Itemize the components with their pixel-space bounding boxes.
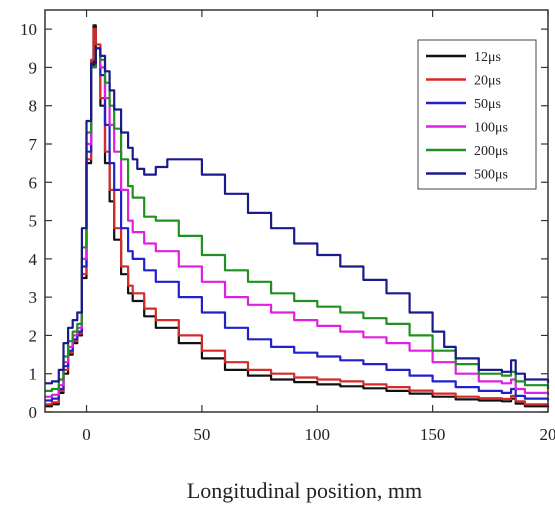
legend-label-3: 100μs <box>474 121 508 136</box>
x-tick-label: 20 <box>540 425 555 444</box>
series-line-1 <box>45 28 550 406</box>
legend-label-2: 50μs <box>474 97 501 112</box>
y-tick-label: 5 <box>29 212 38 231</box>
axis-ticks <box>45 10 549 413</box>
y-tick-label: 0 <box>29 403 38 422</box>
series-lines <box>45 24 550 408</box>
legend-label-4: 200μs <box>474 144 508 159</box>
y-tick-label: 1 <box>29 365 38 384</box>
series-line-2 <box>45 47 550 402</box>
y-tick-label: 4 <box>29 250 38 269</box>
y-tick-label: 3 <box>29 288 38 307</box>
y-tick-label: 7 <box>29 135 38 154</box>
legend-label-1: 20μs <box>474 74 501 89</box>
legend-box <box>417 39 537 190</box>
y-tick-label: 6 <box>29 173 38 192</box>
x-axis-label: Longitudinal position, mm <box>187 478 422 503</box>
plot-frame <box>44 9 549 413</box>
y-tick-label: 2 <box>29 326 38 345</box>
series-line-5 <box>45 47 550 385</box>
y-tick-label: 9 <box>29 58 38 77</box>
legend-label-5: 500μs <box>474 168 508 183</box>
x-tick-label: 150 <box>420 425 446 444</box>
y-tick-label: 10 <box>20 20 37 39</box>
y-tick-label: 8 <box>29 97 38 116</box>
x-tick-label: 100 <box>305 425 331 444</box>
legend: 12μs 20μs 50μs 100μs 200μs 500μs <box>417 39 537 190</box>
legend-label-0: 12μs <box>474 50 501 65</box>
x-tick-label: 50 <box>193 425 210 444</box>
x-tick-label: 0 <box>82 425 91 444</box>
series-line-3 <box>45 47 550 398</box>
